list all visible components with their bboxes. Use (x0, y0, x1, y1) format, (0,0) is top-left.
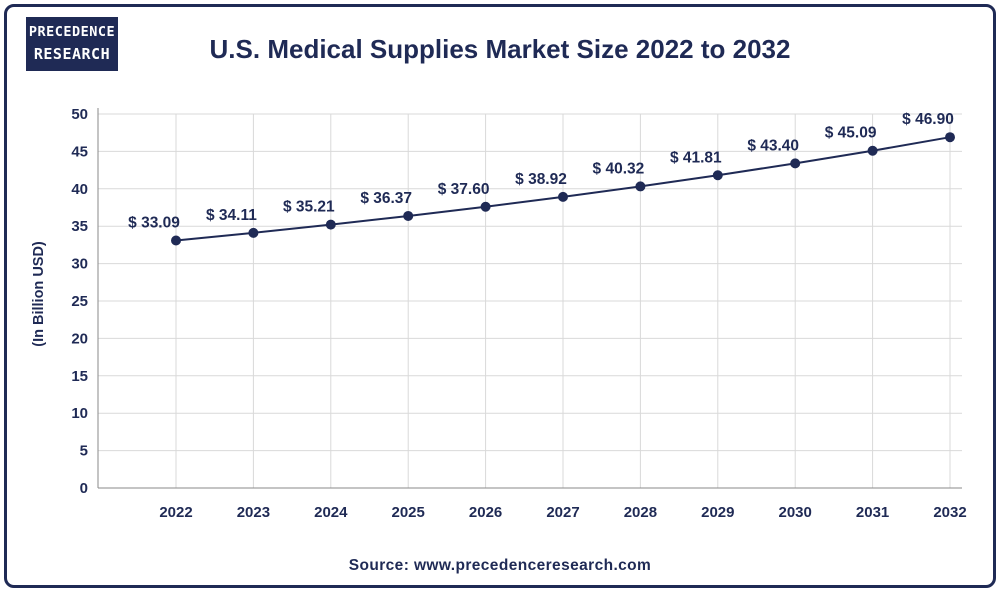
y-tick-label: 0 (80, 480, 88, 497)
x-tick-label: 2026 (469, 504, 502, 521)
y-tick-label: 30 (71, 256, 88, 273)
data-label: $ 46.90 (902, 111, 954, 128)
x-tick-label: 2031 (856, 504, 889, 521)
x-tick-label: 2028 (624, 504, 657, 521)
data-point (790, 158, 801, 169)
data-label: $ 37.60 (438, 181, 490, 198)
data-label: $ 35.21 (283, 199, 335, 216)
data-point (945, 132, 955, 143)
data-point (712, 170, 723, 181)
x-tick-label: 2024 (314, 504, 348, 521)
data-label: $ 40.32 (593, 160, 645, 177)
y-tick-label: 50 (71, 106, 88, 123)
x-tick-label: 2029 (701, 504, 734, 521)
x-tick-label: 2022 (159, 504, 192, 521)
x-tick-label: 2023 (237, 504, 270, 521)
brand-logo: PRECEDENCE RESEARCH (26, 17, 118, 71)
data-label: $ 34.11 (206, 207, 257, 224)
x-tick-label: 2025 (392, 504, 425, 521)
y-tick-label: 40 (71, 181, 88, 198)
y-tick-label: 45 (71, 143, 88, 160)
x-tick-label: 2030 (779, 504, 812, 521)
data-label: $ 41.81 (670, 149, 722, 166)
data-point (403, 210, 414, 221)
y-tick-label: 20 (71, 330, 88, 347)
y-tick-label: 35 (71, 218, 88, 235)
brand-logo-line1: PRECEDENCE (28, 24, 116, 40)
data-point (171, 235, 181, 246)
data-label: $ 33.09 (128, 214, 180, 231)
data-point (635, 181, 646, 192)
brand-logo-line2: RESEARCH (33, 45, 111, 63)
chart-title: U.S. Medical Supplies Market Size 2022 t… (209, 34, 791, 64)
y-tick-label: 25 (71, 293, 88, 310)
y-tick-label: 5 (80, 443, 88, 460)
chart-frame (4, 4, 996, 588)
data-point (325, 219, 336, 230)
data-point (558, 191, 568, 202)
data-point (480, 201, 491, 212)
data-point (248, 227, 259, 238)
data-label: $ 43.40 (747, 137, 799, 154)
y-tick-label: 15 (71, 368, 88, 385)
x-tick-label: 2027 (546, 504, 579, 521)
x-tick-label: 2032 (933, 504, 966, 521)
data-label: $ 36.37 (360, 190, 412, 207)
y-tick-label: 10 (71, 405, 88, 422)
data-label: $ 38.92 (515, 171, 567, 188)
data-point (867, 145, 878, 156)
data-label: $ 45.09 (825, 125, 877, 142)
source-note: Source: www.precedenceresearch.com (348, 557, 652, 574)
